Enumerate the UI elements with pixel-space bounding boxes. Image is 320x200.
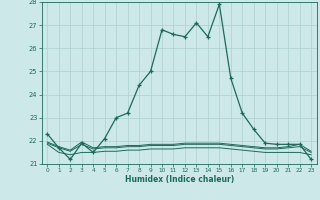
X-axis label: Humidex (Indice chaleur): Humidex (Indice chaleur) — [124, 175, 234, 184]
